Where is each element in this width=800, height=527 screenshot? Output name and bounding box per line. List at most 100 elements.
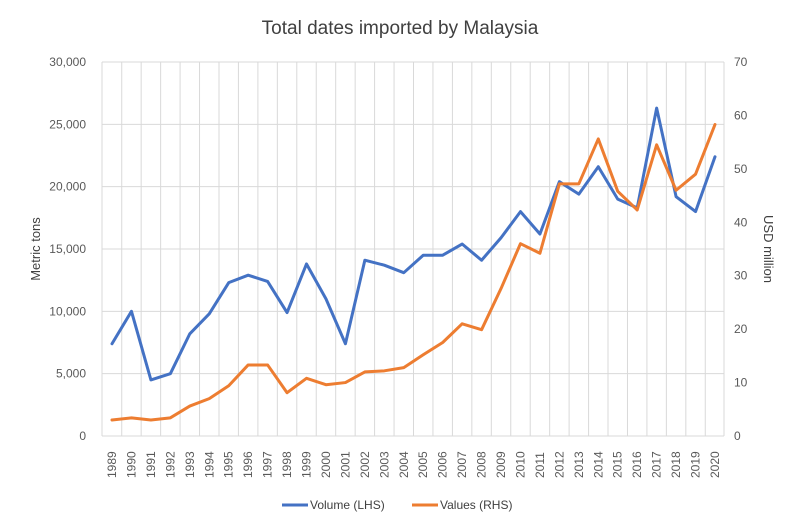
x-axis: 1989 1990 1991 1992 1993 1994 1995 1996 1997 1998… [105,451,722,478]
data-point [305,262,308,266]
x-tick-label: 1991 [144,451,158,478]
data-point [519,242,522,245]
data-point [616,190,619,193]
y2-tick-label: 60 [734,108,748,122]
data-point [110,342,114,345]
legend-label-values: Values (RHS) [440,498,512,512]
x-tick-label: 2009 [494,451,508,478]
y-tick-label: 15,000 [49,242,86,256]
data-point [422,254,425,257]
data-point [597,137,600,141]
y-tick-label: 30,000 [49,55,86,69]
data-point [499,236,503,239]
data-point [149,418,153,422]
data-point [246,363,250,367]
x-tick-label: 2008 [475,451,489,478]
data-point [130,416,133,420]
y-axis-left: 0 5,000 10,000 15,000 20,000 25,000 30,000 [49,55,86,443]
data-point [266,363,269,367]
y2-tick-label: 0 [734,429,741,443]
x-tick-label: 1995 [222,451,236,478]
data-point [285,311,289,314]
x-tick-label: 2003 [377,451,391,478]
data-point [616,197,619,201]
data-point [597,165,600,168]
data-point [713,155,717,158]
x-tick-label: 1989 [105,451,119,478]
legend-label-volume: Volume (LHS) [310,498,385,512]
data-point [674,189,678,192]
data-point [110,418,114,422]
data-point [441,254,444,257]
data-point [383,264,386,267]
x-tick-label: 2017 [650,451,664,478]
data-point [246,273,250,277]
y2-tick-label: 10 [734,376,748,390]
x-tick-label: 2007 [455,451,469,478]
data-point [208,312,211,316]
x-tick-label: 2006 [436,451,450,478]
data-point [577,182,581,186]
data-point [655,143,658,147]
data-point [558,182,561,186]
data-point [344,381,347,384]
data-point [266,280,269,283]
data-point [558,180,561,183]
data-point [655,106,658,110]
x-tick-label: 2016 [630,451,644,478]
x-tick-label: 1994 [202,451,216,478]
data-point [383,369,386,373]
x-tick-label: 2015 [611,451,625,478]
x-tick-label: 2000 [319,451,333,478]
data-point [441,341,444,344]
data-point [363,259,367,262]
data-point [499,287,503,290]
y-tick-label: 10,000 [49,304,86,318]
x-tick-label: 2011 [533,452,547,478]
x-tick-label: 2010 [513,451,527,478]
x-tick-label: 2002 [358,451,372,478]
data-point [227,281,230,284]
y-tick-label: 20,000 [49,180,86,194]
data-point [402,366,405,369]
data-point [363,370,367,374]
y2-tick-label: 30 [734,269,748,283]
x-tick-label: 2012 [552,451,566,478]
x-tick-label: 1990 [124,451,138,478]
data-point [285,391,289,394]
data-point [305,377,308,380]
data-point [422,353,425,356]
data-point [402,271,405,274]
data-point [130,310,133,313]
data-point [169,372,172,375]
data-point [324,383,328,386]
data-point [149,378,153,382]
y2-tick-label: 50 [734,162,748,176]
data-point [480,328,483,331]
x-tick-label: 1992 [163,451,177,478]
x-tick-label: 2018 [669,451,683,478]
data-point [694,173,697,176]
y2-tick-label: 20 [734,322,748,336]
x-tick-label: 2013 [572,451,586,478]
x-tick-label: 2014 [591,451,605,478]
series-lines [110,106,717,422]
data-point [480,259,483,262]
y-tick-label: 0 [79,429,86,443]
data-point [460,242,464,246]
data-point [460,322,464,325]
y2-tick-label: 40 [734,215,748,229]
data-point [324,297,328,301]
y2-axis-title: USD million [761,215,776,283]
data-point [635,208,639,212]
data-point [227,384,230,387]
x-tick-label: 1996 [241,451,255,478]
x-tick-label: 2004 [397,451,411,478]
series-line-values [110,123,717,422]
x-tick-label: 1997 [261,451,275,478]
data-point [188,404,192,408]
data-point [577,192,581,196]
series-line-volume [110,106,717,382]
y2-tick-label: 70 [734,55,748,69]
